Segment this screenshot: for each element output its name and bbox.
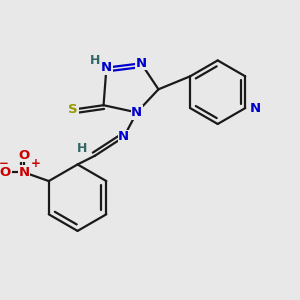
Text: +: +: [31, 157, 40, 170]
Text: N: N: [101, 61, 112, 74]
Text: −: −: [0, 157, 9, 170]
Text: O: O: [0, 166, 11, 179]
Text: N: N: [136, 57, 147, 70]
Text: O: O: [19, 148, 30, 162]
Text: H: H: [90, 54, 100, 67]
Text: S: S: [68, 103, 78, 116]
Text: N: N: [131, 106, 142, 119]
Text: N: N: [118, 130, 129, 143]
Text: N: N: [250, 102, 261, 115]
Text: N: N: [19, 166, 30, 179]
Text: H: H: [77, 142, 87, 155]
